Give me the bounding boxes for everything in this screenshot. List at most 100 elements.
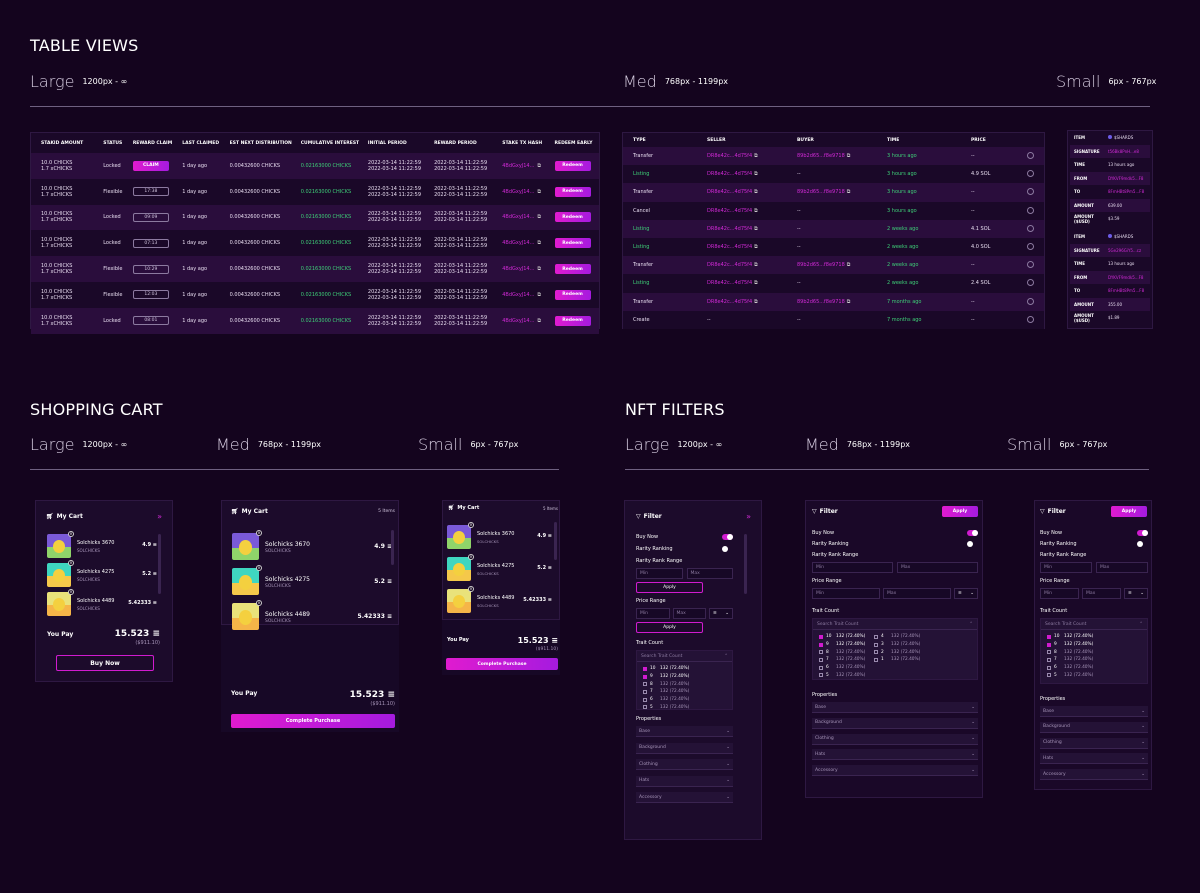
trait-option[interactable]: 8 132 (72.40%) bbox=[819, 648, 865, 656]
apply-button[interactable]: Apply bbox=[942, 506, 978, 517]
remove-icon[interactable]: × bbox=[68, 531, 74, 537]
copy-icon[interactable]: ⧉ bbox=[754, 225, 758, 232]
seller-address[interactable]: -- bbox=[707, 316, 711, 323]
rarity-ranking-toggle[interactable] bbox=[967, 541, 978, 547]
remove-icon[interactable]: × bbox=[256, 565, 262, 571]
copy-icon[interactable]: ⧉ bbox=[754, 153, 758, 160]
rarity-min-input[interactable]: Min bbox=[812, 562, 893, 573]
buyer-address[interactable]: 89b2d65...f8e9718 bbox=[797, 189, 845, 196]
scrollbar[interactable] bbox=[744, 534, 747, 594]
buyer-address[interactable]: 89b2d65...f8e9718 bbox=[797, 298, 845, 305]
checkbox[interactable] bbox=[819, 673, 823, 678]
external-link-icon[interactable]: ⧉ bbox=[537, 291, 541, 298]
tx-hash-link[interactable]: 4BdGxyJ14... bbox=[502, 317, 535, 324]
card-value[interactable]: 8FmHBt8Pm5...F8 bbox=[1108, 288, 1145, 294]
checkbox[interactable] bbox=[1047, 642, 1051, 647]
external-link-icon[interactable]: ⧉ bbox=[537, 214, 541, 221]
external-link-icon[interactable]: ⧉ bbox=[537, 162, 541, 169]
copy-icon[interactable]: ⧉ bbox=[754, 280, 758, 287]
apply-button[interactable]: Apply bbox=[1111, 506, 1147, 517]
checkbox[interactable] bbox=[874, 634, 878, 639]
card-value[interactable]: t56Bk8PnH...e8 bbox=[1108, 148, 1139, 154]
price-max-input[interactable]: Max bbox=[883, 588, 951, 599]
buyer-address[interactable]: 89b2d65...f8e9718 bbox=[797, 153, 845, 160]
checkbox[interactable] bbox=[819, 634, 823, 639]
external-link-icon[interactable]: ⧉ bbox=[537, 188, 541, 195]
expand-icon[interactable] bbox=[1027, 261, 1034, 269]
redeem-button[interactable]: Redeem bbox=[554, 315, 591, 326]
seller-address[interactable]: DR8e42c...4d75f4 bbox=[707, 225, 753, 232]
checkbox[interactable] bbox=[643, 689, 647, 694]
buy-now-toggle[interactable] bbox=[1137, 530, 1148, 536]
trait-search-input[interactable]: Search Trait Count ⌃ bbox=[637, 651, 732, 662]
property-select[interactable]: Hats ⌄ bbox=[812, 749, 978, 761]
buyer-address[interactable]: -- bbox=[797, 244, 801, 251]
expand-icon[interactable] bbox=[1027, 224, 1034, 232]
buyer-address[interactable]: -- bbox=[797, 280, 801, 287]
checkbox[interactable] bbox=[1047, 657, 1051, 662]
copy-icon[interactable]: ⧉ bbox=[754, 171, 758, 178]
remove-icon[interactable]: × bbox=[68, 589, 74, 595]
trait-option[interactable]: 6 132 (72.40%) bbox=[643, 696, 689, 704]
rarity-ranking-toggle[interactable] bbox=[722, 546, 733, 552]
seller-address[interactable]: DR8e42c...4d75f4 bbox=[707, 153, 753, 160]
redeem-button[interactable]: Redeem bbox=[554, 160, 591, 171]
trait-option[interactable]: 5 132 (72.40%) bbox=[1047, 671, 1093, 679]
trait-option[interactable]: 4 132 (72.40%) bbox=[874, 633, 920, 641]
expand-icon[interactable] bbox=[1027, 206, 1034, 214]
redeem-button[interactable]: Redeem bbox=[554, 264, 591, 275]
property-select[interactable]: Background ⌄ bbox=[1040, 721, 1148, 733]
claim-button[interactable]: CLAIM bbox=[132, 160, 169, 171]
rarity-ranking-toggle[interactable] bbox=[1137, 541, 1148, 547]
checkbox[interactable] bbox=[874, 650, 878, 655]
tx-hash-link[interactable]: 4BdGxyJ14... bbox=[502, 240, 535, 247]
seller-address[interactable]: DR8e42c...4d75f4 bbox=[707, 207, 753, 214]
remove-icon[interactable]: × bbox=[468, 522, 474, 528]
expand-icon[interactable] bbox=[1027, 188, 1034, 196]
checkbox[interactable] bbox=[819, 642, 823, 647]
trait-option[interactable]: 5 132 (72.40%) bbox=[819, 671, 865, 679]
apply-price-button[interactable]: Apply bbox=[636, 622, 703, 633]
trait-option[interactable]: 8 132 (72.40%) bbox=[1047, 648, 1093, 656]
copy-icon[interactable]: ⧉ bbox=[754, 189, 758, 196]
trait-option[interactable]: 1 132 (72.40%) bbox=[874, 656, 920, 664]
trait-option[interactable]: 6 132 (72.40%) bbox=[819, 664, 865, 672]
currency-select[interactable]: ≡ ⌄ bbox=[709, 608, 733, 619]
property-select[interactable]: Base ⌄ bbox=[636, 726, 733, 737]
trait-option[interactable]: 7 132 (72.40%) bbox=[1047, 656, 1093, 664]
checkbox[interactable] bbox=[643, 697, 647, 702]
seller-address[interactable]: DR8e42c...4d75f4 bbox=[707, 262, 753, 269]
trait-search-input[interactable]: Search Trait Count ⌃ bbox=[813, 619, 977, 630]
collapse-icon[interactable]: » bbox=[746, 512, 751, 521]
price-max-input[interactable]: Max bbox=[1082, 588, 1121, 599]
apply-rarity-button[interactable]: Apply bbox=[636, 582, 703, 593]
trait-option[interactable]: 6 132 (72.40%) bbox=[1047, 664, 1093, 672]
checkbox[interactable] bbox=[819, 665, 823, 670]
property-select[interactable]: Clothing ⌄ bbox=[812, 733, 978, 745]
rarity-max-input[interactable]: Max bbox=[897, 562, 978, 573]
remove-icon[interactable]: × bbox=[68, 560, 74, 566]
buy-now-button[interactable]: Buy Now bbox=[56, 655, 154, 671]
property-select[interactable]: Base ⌄ bbox=[1040, 706, 1148, 717]
buyer-address[interactable]: 89b2d65...f8e9718 bbox=[797, 262, 845, 269]
property-select[interactable]: Hats ⌄ bbox=[636, 775, 733, 787]
card-value[interactable]: DYKVF9mdk5...F8 bbox=[1108, 175, 1144, 181]
currency-select[interactable]: ≡ ⌄ bbox=[954, 588, 978, 599]
checkbox[interactable] bbox=[643, 674, 647, 679]
expand-icon[interactable] bbox=[1027, 315, 1034, 323]
seller-address[interactable]: DR8e42c...4d75f4 bbox=[707, 244, 753, 251]
checkbox[interactable] bbox=[1047, 650, 1051, 655]
seller-address[interactable]: DR8e42c...4d75f4 bbox=[707, 280, 753, 287]
trait-option[interactable]: 9 132 (72.40%) bbox=[643, 673, 689, 681]
property-select[interactable]: Background ⌄ bbox=[636, 742, 733, 754]
copy-icon[interactable]: ⧉ bbox=[846, 189, 851, 196]
price-min-input[interactable]: Min bbox=[636, 608, 670, 619]
checkbox[interactable] bbox=[874, 642, 878, 647]
property-select[interactable]: Base ⌄ bbox=[812, 702, 978, 713]
expand-icon[interactable] bbox=[1027, 242, 1034, 250]
seller-address[interactable]: DR8e42c...4d75f4 bbox=[707, 298, 753, 305]
redeem-button[interactable]: Redeem bbox=[554, 238, 591, 249]
tx-hash-link[interactable]: 4BdGxyJ14... bbox=[502, 162, 535, 169]
trait-option[interactable]: 7 132 (72.40%) bbox=[819, 656, 865, 664]
external-link-icon[interactable]: ⧉ bbox=[537, 266, 541, 273]
